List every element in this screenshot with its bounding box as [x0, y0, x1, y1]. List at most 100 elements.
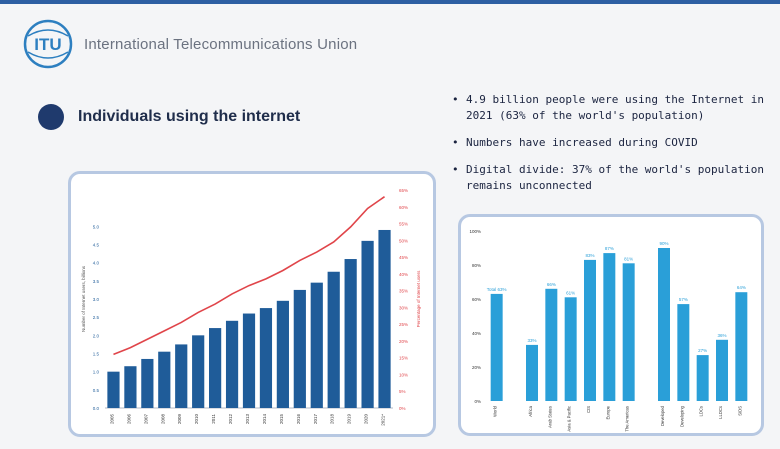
bar-usage-percent	[603, 253, 616, 401]
bar-internet-users	[378, 229, 391, 408]
x-tick-label: 2017	[313, 414, 318, 425]
y2-tick-label: 20%	[399, 339, 408, 344]
bullet-list: • 4.9 billion people were using the Inter…	[452, 92, 770, 205]
bar-internet-users	[158, 351, 171, 408]
bar-internet-users	[175, 344, 188, 408]
x-tick-label: LDCs	[699, 406, 704, 416]
bar-internet-users	[242, 313, 256, 408]
x-tick-label: Developing	[679, 405, 684, 427]
x-tick-label: 2018	[330, 414, 335, 425]
x-tick-label: Developed	[660, 405, 665, 426]
y-tick-label: 1.0	[93, 370, 100, 375]
itu-logo: ITU	[23, 19, 73, 69]
bar-internet-users	[141, 358, 154, 408]
x-tick-label: SIDS	[737, 406, 742, 416]
x-tick-label: 2011	[211, 414, 216, 424]
y2-tick-label: 10%	[399, 372, 408, 377]
x-tick-label: 2005	[109, 414, 114, 425]
bar-internet-users	[259, 308, 273, 408]
bullet-text: Digital divide: 37% of the world's popul…	[466, 163, 765, 192]
x-tick-label: 2021*	[381, 414, 386, 426]
y2-tick-label: 30%	[399, 305, 408, 310]
bar-usage-percent	[677, 304, 690, 401]
svg-text:ITU: ITU	[34, 35, 61, 54]
bar-usage-percent	[735, 292, 748, 401]
bar-internet-users	[344, 259, 357, 408]
x-tick-label: 2009	[177, 414, 182, 425]
bar-usage-percent	[622, 263, 635, 401]
org-name: International Telecommunications Union	[84, 35, 358, 53]
regional-usage-chart-card: 0% 20% 40% 60% 80% 100% Total 63% World 33% Afric…	[458, 214, 764, 436]
y2-tick-label: 45%	[399, 255, 408, 260]
y2-tick-label: 50%	[399, 238, 408, 243]
x-tick-label: Arab States	[547, 406, 552, 428]
data-label: 90%	[659, 241, 668, 246]
x-tick-label: 2014	[262, 414, 267, 425]
internet-users-chart: 0.0 0.5 1.0 1.5 2.0 2.5 3.0 3.5 4.0 4.5 5.0 0% 5% 10%…	[81, 188, 421, 426]
x-tick-label: 2006	[126, 414, 131, 425]
y2-axis-label: Percentage of Internet users	[416, 270, 421, 328]
y2-tick-label: 60%	[399, 205, 408, 210]
y-tick-label: 80%	[472, 263, 481, 268]
data-label: 27%	[698, 348, 707, 353]
x-tick-label: LLDCs	[718, 406, 723, 419]
y-tick-label: 2.0	[93, 333, 100, 338]
bar-internet-users	[276, 300, 289, 408]
y2-tick-label: 40%	[399, 272, 408, 277]
y2-tick-label: 55%	[399, 222, 408, 227]
bar-usage-percent	[526, 344, 538, 401]
slide-header: ITU International Telecommunications Uni…	[22, 14, 357, 74]
x-tick-label: World	[493, 405, 498, 417]
y-tick-label: 60%	[472, 297, 481, 302]
y-tick-label: 3.5	[93, 279, 100, 284]
y-tick-label: 3.0	[93, 297, 100, 302]
y-tick-label: 40%	[472, 331, 481, 336]
bar-internet-users	[107, 371, 120, 408]
data-label: 33%	[527, 338, 536, 343]
bar-internet-users	[310, 282, 323, 408]
bar-internet-users	[209, 328, 222, 408]
data-label: 36%	[717, 333, 726, 338]
y2-tick-label: 15%	[399, 356, 408, 361]
y-tick-label: 4.5	[93, 243, 100, 248]
data-label: 57%	[679, 297, 688, 302]
data-label: 87%	[605, 246, 614, 251]
line-percentage-users	[113, 196, 385, 356]
x-tick-label: 2020	[364, 414, 369, 425]
x-tick-label: 2019	[347, 414, 352, 425]
y2-tick-label: 35%	[399, 289, 408, 294]
y-tick-label: 100%	[469, 229, 481, 234]
bar-usage-percent	[716, 339, 728, 401]
x-tick-label: 2012	[228, 414, 233, 425]
bar-usage-percent	[545, 288, 558, 401]
bar-usage-percent	[584, 259, 596, 401]
data-label: 61%	[566, 290, 575, 295]
y-tick-label: 5.0	[93, 224, 100, 229]
y2-tick-label: 65%	[399, 188, 408, 193]
y-tick-label: 1.5	[93, 352, 100, 357]
y-tick-label: 4.0	[93, 261, 100, 266]
y-axis-label: Number of Internet users, billions	[81, 265, 86, 332]
title-row: Individuals using the internet	[38, 104, 300, 130]
bar-internet-users	[124, 366, 137, 408]
regional-usage-chart: 0% 20% 40% 60% 80% 100% Total 63% World 33% Afric…	[469, 229, 748, 432]
bullet-item: • Digital divide: 37% of the world's popu…	[452, 162, 770, 194]
bar-usage-percent	[696, 355, 709, 401]
x-tick-label: 2016	[296, 414, 301, 425]
y-tick-label: 0.0	[93, 406, 100, 411]
y-tick-label: 2.5	[93, 315, 100, 320]
bar-usage-percent	[658, 248, 670, 401]
x-tick-label: Asia & Pacific	[567, 406, 572, 432]
data-label: 66%	[547, 282, 556, 287]
data-label: Total 63%	[487, 287, 507, 292]
data-label: 83%	[585, 253, 594, 258]
data-label: 64%	[737, 285, 746, 290]
x-tick-label: 2007	[143, 414, 148, 425]
y2-tick-label: 0%	[399, 406, 406, 411]
bullet-item: • 4.9 billion people were using the Inter…	[452, 92, 770, 124]
y-tick-label: 20%	[472, 365, 481, 370]
y-tick-label: 0%	[474, 399, 481, 404]
bullet-text: Numbers have increased during COVID	[466, 136, 698, 149]
bar-internet-users	[225, 320, 239, 408]
bullet-item: • Numbers have increased during COVID	[452, 136, 698, 149]
